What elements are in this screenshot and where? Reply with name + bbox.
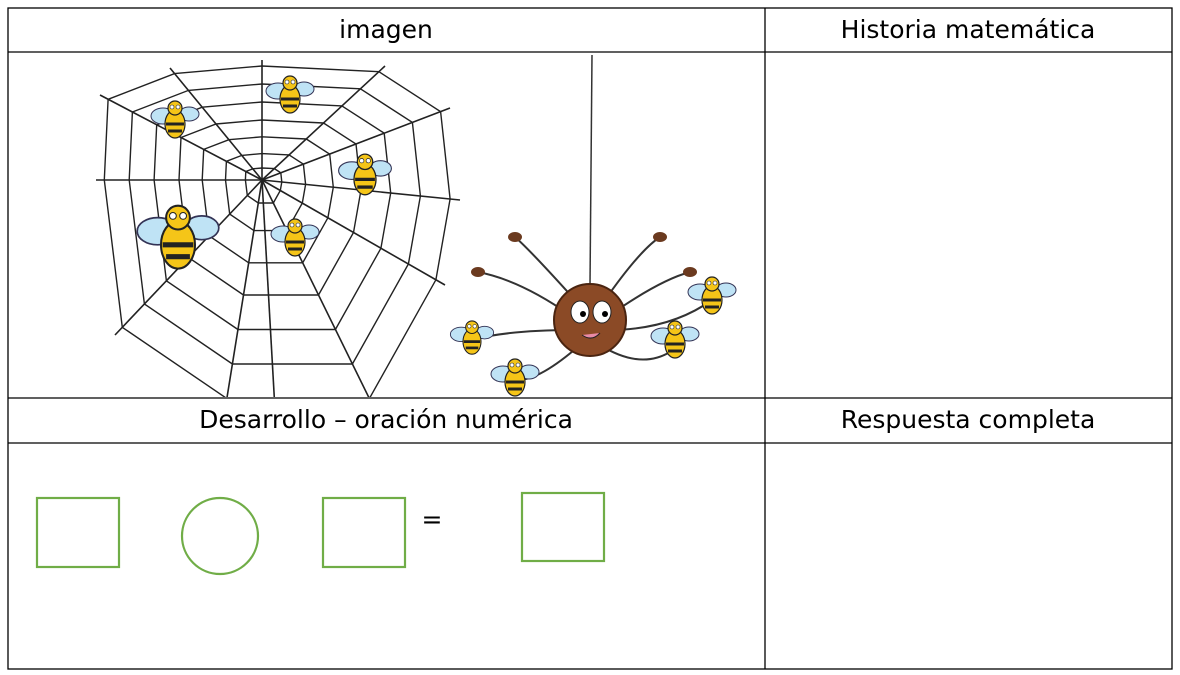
bee-eye <box>289 222 295 228</box>
header-cell: Historia matemática <box>841 15 1096 44</box>
spider-body <box>553 283 627 357</box>
spider-leg <box>514 236 576 301</box>
bee <box>270 218 320 257</box>
bee-eye <box>169 104 175 110</box>
bee-eye <box>515 362 521 368</box>
spider-pupil <box>602 311 608 317</box>
web-ring <box>103 65 451 397</box>
spider-eye <box>570 300 590 324</box>
bee <box>687 276 737 315</box>
bee-eye <box>669 324 675 330</box>
bee-eye <box>675 324 681 330</box>
header-cell: imagen <box>339 15 433 44</box>
web-ring <box>128 83 422 365</box>
bee-eye <box>175 104 181 110</box>
bee-eye <box>365 158 371 164</box>
bee-head <box>704 276 720 292</box>
bee <box>449 320 495 355</box>
table-grid <box>7 7 1173 670</box>
bee-eye <box>706 280 712 286</box>
bee <box>136 204 220 270</box>
bee-eye <box>712 280 718 286</box>
bee-eye <box>179 211 188 220</box>
answer-box[interactable] <box>520 491 606 563</box>
bee <box>490 358 540 397</box>
bee-eye <box>284 79 290 85</box>
bee-eye <box>467 324 472 329</box>
bee <box>338 153 392 196</box>
web-ring <box>244 167 283 204</box>
bee-eye <box>290 79 296 85</box>
spider-thread <box>589 54 593 286</box>
spider-foot <box>683 267 697 277</box>
bee-head <box>356 153 374 171</box>
bee-head <box>667 320 683 336</box>
spider-foot <box>471 267 485 277</box>
bee-head <box>282 75 298 91</box>
equals-sign: = <box>422 505 443 534</box>
operator-circle[interactable] <box>180 496 260 576</box>
spider-foot <box>653 232 667 242</box>
bee <box>265 75 315 114</box>
spider-eye <box>592 300 612 324</box>
illustration <box>96 54 737 397</box>
table-border <box>7 7 1173 670</box>
bee-head <box>167 100 183 116</box>
spider-leg <box>604 236 661 301</box>
bee-head <box>165 204 191 231</box>
spider-mouth <box>581 332 601 339</box>
bee-eye <box>472 324 477 329</box>
bee-head <box>465 320 479 335</box>
header-cell: Desarrollo – oración numérica <box>199 405 573 434</box>
bee-head <box>507 358 523 374</box>
bee-eye <box>359 158 365 164</box>
bee-head <box>287 218 303 234</box>
bee-eye <box>509 362 515 368</box>
bee-eye <box>168 211 177 220</box>
web-ring <box>153 101 392 331</box>
answer-box[interactable] <box>35 496 121 569</box>
bee-eye <box>295 222 301 228</box>
header-cell: Respuesta completa <box>841 405 1096 434</box>
bee <box>150 100 200 139</box>
answer-box[interactable] <box>321 496 407 569</box>
web-ring <box>201 136 335 264</box>
number-sentence <box>35 491 606 576</box>
spider-foot <box>508 232 522 242</box>
web-ring <box>224 152 307 232</box>
bee <box>650 320 700 359</box>
spider-pupil <box>580 311 586 317</box>
